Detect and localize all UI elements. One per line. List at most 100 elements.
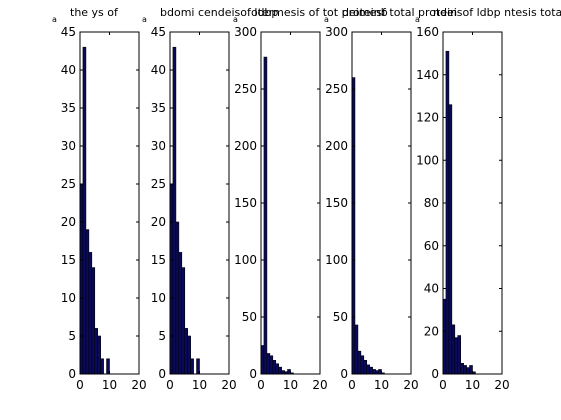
histogram-bar bbox=[175, 221, 180, 375]
y-tick-label: 0 bbox=[431, 367, 439, 381]
histogram-bar bbox=[375, 370, 379, 375]
subplot-title: deimesf total protein bbox=[342, 6, 457, 19]
y-tick-label: 100 bbox=[416, 153, 439, 167]
x-tick-label: 0 bbox=[257, 378, 265, 392]
histogram-bar bbox=[463, 365, 467, 375]
y-tick-label: 5 bbox=[158, 329, 166, 343]
histogram-bar bbox=[366, 364, 370, 375]
x-tick-label: 20 bbox=[131, 378, 146, 392]
histogram-bar bbox=[445, 50, 450, 375]
corner-label: a bbox=[142, 15, 147, 24]
y-tick-label: 160 bbox=[416, 25, 439, 39]
histogram-bar bbox=[454, 337, 459, 375]
histogram-bar bbox=[278, 366, 282, 375]
axes-box bbox=[260, 31, 321, 375]
x-tick-label: 0 bbox=[76, 378, 84, 392]
y-tick-label: 300 bbox=[325, 25, 348, 39]
histogram-bar bbox=[263, 56, 268, 375]
histogram-bar bbox=[357, 350, 362, 375]
y-tick-label: 15 bbox=[151, 253, 166, 267]
subplot-title: otermesis of tot proteinb bbox=[251, 6, 388, 19]
histogram-bar bbox=[281, 370, 285, 375]
y-tick-label: 30 bbox=[61, 139, 76, 153]
subplot-title: bdomi cendeisof ldbp bbox=[160, 6, 278, 19]
x-tick-label: 10 bbox=[102, 378, 117, 392]
x-tick-label: 20 bbox=[312, 378, 327, 392]
corner-label: a bbox=[324, 15, 329, 24]
y-tick-label: 200 bbox=[325, 139, 348, 153]
y-tick-label: 20 bbox=[61, 215, 76, 229]
y-tick-label: 0 bbox=[158, 367, 166, 381]
y-tick-label: 150 bbox=[325, 196, 348, 210]
axes-box bbox=[351, 31, 412, 375]
y-tick-label: 45 bbox=[61, 25, 76, 39]
x-tick-label: 10 bbox=[283, 378, 298, 392]
histogram-bar bbox=[266, 353, 271, 375]
histogram-bar bbox=[369, 366, 373, 375]
histogram-bar bbox=[466, 367, 470, 375]
y-tick-label: 20 bbox=[151, 215, 166, 229]
histogram-bar bbox=[360, 355, 365, 375]
y-tick-label: 300 bbox=[234, 25, 257, 39]
y-tick-label: 40 bbox=[424, 282, 439, 296]
subplot-1: 0 5 10 15 20 25 30 35 40 45 0 10 20 a the ys of bbox=[52, 6, 147, 392]
y-tick-label: 45 bbox=[151, 25, 166, 39]
y-tick-label: 150 bbox=[234, 196, 257, 210]
histogram-bar bbox=[178, 252, 183, 375]
histogram-bar bbox=[94, 328, 99, 375]
y-tick-label: 40 bbox=[61, 63, 76, 77]
y-tick-label: 50 bbox=[242, 310, 257, 324]
histogram-bar bbox=[85, 229, 90, 375]
corner-label: a bbox=[415, 15, 420, 24]
histogram-bar bbox=[372, 369, 376, 375]
histogram-bar bbox=[184, 328, 188, 375]
x-tick-label: 10 bbox=[465, 378, 480, 392]
histogram-bar bbox=[181, 267, 186, 375]
y-tick-label: 40 bbox=[151, 63, 166, 77]
histogram-bar bbox=[172, 46, 177, 375]
histogram-bar bbox=[91, 267, 96, 375]
y-tick-label: 140 bbox=[416, 68, 439, 82]
x-tick-label: 0 bbox=[166, 378, 174, 392]
corner-label: a bbox=[233, 15, 238, 24]
y-tick-label: 60 bbox=[424, 239, 439, 253]
y-tick-label: 10 bbox=[151, 291, 166, 305]
histogram-bar bbox=[354, 324, 359, 375]
histogram-bar bbox=[460, 363, 464, 375]
histogram-bar bbox=[190, 358, 194, 375]
x-tick-label: 10 bbox=[374, 378, 389, 392]
y-tick-label: 120 bbox=[416, 111, 439, 125]
histogram-bar bbox=[82, 46, 87, 375]
y-tick-label: 0 bbox=[68, 367, 76, 381]
subplot-panels: 0 5 10 15 20 25 30 35 40 45 0 10 20 a the ys of 0 5 10 15 2… bbox=[52, 6, 561, 392]
histogram-bar bbox=[457, 335, 461, 375]
histogram-bar bbox=[187, 335, 191, 375]
y-tick-label: 80 bbox=[424, 196, 439, 210]
histogram-bar bbox=[448, 104, 453, 375]
subplot-5: 0 20 40 60 80 100 120 140 160 0 10 20 a ndeisof ldbp … bbox=[415, 6, 561, 392]
y-tick-label: 20 bbox=[424, 324, 439, 338]
histogram-bar bbox=[275, 363, 279, 375]
histogram-bar bbox=[269, 355, 274, 375]
histogram-bar bbox=[88, 252, 93, 375]
subplot-title: the ys of bbox=[70, 6, 119, 19]
x-tick-label: 0 bbox=[348, 378, 356, 392]
x-tick-label: 0 bbox=[439, 378, 447, 392]
histogram-bar bbox=[100, 358, 104, 375]
y-tick-label: 10 bbox=[61, 291, 76, 305]
y-tick-label: 5 bbox=[68, 329, 76, 343]
y-tick-label: 15 bbox=[61, 253, 76, 267]
y-tick-label: 35 bbox=[151, 101, 166, 115]
y-tick-label: 0 bbox=[340, 367, 348, 381]
y-tick-label: 25 bbox=[151, 177, 166, 191]
corner-label: a bbox=[52, 15, 57, 24]
y-tick-label: 100 bbox=[234, 253, 257, 267]
histogram-bar bbox=[97, 335, 101, 375]
histogram-bar bbox=[363, 360, 368, 375]
histogram-bar bbox=[272, 360, 277, 375]
y-tick-label: 25 bbox=[61, 177, 76, 191]
